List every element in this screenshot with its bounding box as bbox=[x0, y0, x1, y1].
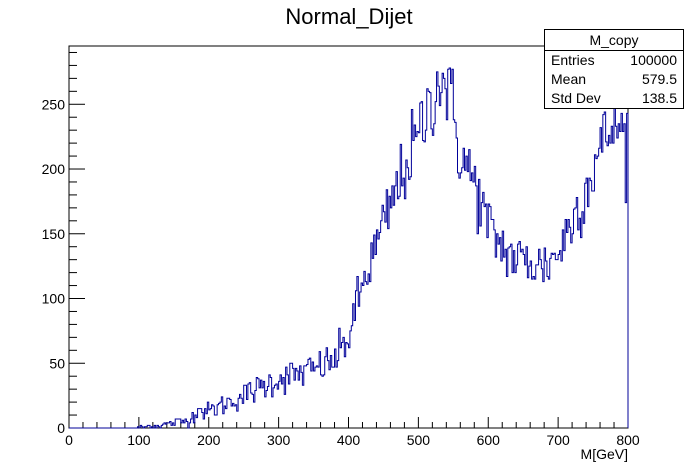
y-tick-labels: 0 50 100 150 200 250 bbox=[42, 96, 66, 436]
stats-label: Entries bbox=[551, 52, 595, 68]
x-tick-label: 800 bbox=[616, 432, 640, 448]
x-tick-label: 600 bbox=[477, 432, 501, 448]
stats-label: Mean bbox=[551, 71, 587, 87]
x-tick-labels: 0 100 200 300 400 500 600 700 800 bbox=[65, 432, 640, 448]
stats-row-entries: Entries 100000 bbox=[545, 51, 683, 70]
y-tick-label: 100 bbox=[42, 291, 66, 307]
y-tick-label: 200 bbox=[42, 161, 66, 177]
y-tick-label: 50 bbox=[49, 355, 65, 371]
stats-value: 138.5 bbox=[641, 90, 677, 106]
stats-box: M_copy Entries 100000 Mean 579.5 Std Dev… bbox=[544, 29, 684, 109]
chart-title: Normal_Dijet bbox=[285, 4, 412, 29]
stats-label: Std Dev bbox=[551, 90, 601, 106]
x-tick-label: 100 bbox=[127, 432, 151, 448]
stats-value: 579.5 bbox=[641, 71, 677, 87]
y-tick-label: 150 bbox=[42, 226, 66, 242]
x-tick-label: 400 bbox=[337, 432, 361, 448]
y-tick-label: 250 bbox=[42, 96, 66, 112]
stats-row-mean: Mean 579.5 bbox=[545, 70, 683, 89]
histogram-line bbox=[69, 67, 629, 429]
axis-ticks bbox=[68, 51, 629, 429]
histogram-series bbox=[69, 67, 629, 429]
x-tick-label: 500 bbox=[407, 432, 431, 448]
x-axis-label: M[GeV] bbox=[581, 446, 628, 462]
x-tick-label: 200 bbox=[197, 432, 221, 448]
x-tick-label: 0 bbox=[65, 432, 73, 448]
stats-row-stddev: Std Dev 138.5 bbox=[545, 89, 683, 108]
y-tick-label: 0 bbox=[57, 420, 65, 436]
stats-box-title: M_copy bbox=[545, 30, 683, 51]
x-tick-label: 700 bbox=[546, 432, 570, 448]
stats-value: 100000 bbox=[630, 52, 677, 68]
x-tick-label: 300 bbox=[267, 432, 291, 448]
